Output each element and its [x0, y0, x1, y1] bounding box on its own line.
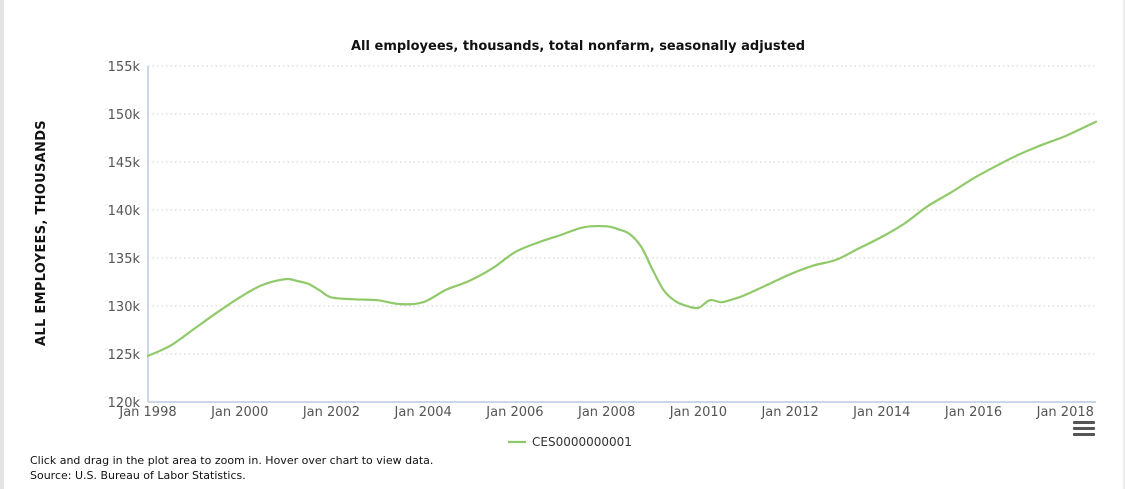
frame-border-left — [0, 0, 4, 489]
x-tick-label: Jan 2008 — [577, 405, 635, 420]
y-tick-label: 140k — [108, 204, 141, 219]
chart-title: All employees, thousands, total nonfarm,… — [351, 39, 805, 54]
frame-border-right — [1123, 0, 1125, 489]
x-tick-label: Jan 2002 — [302, 405, 360, 420]
source-note: Source: U.S. Bureau of Labor Statistics. — [30, 469, 246, 482]
menu-bar — [1073, 427, 1095, 430]
menu-bar — [1073, 433, 1095, 436]
y-tick-label: 150k — [108, 108, 141, 123]
y-axis-ticks: 120k 125k 130k 135k 140k 145k 150k 155k — [108, 60, 141, 411]
y-tick-label: 120k — [108, 396, 141, 411]
series-layer[interactable] — [146, 120, 1098, 357]
y-tick-label: 135k — [108, 252, 141, 267]
x-tick-label: Jan 2004 — [394, 405, 452, 420]
y-tick-label: 130k — [108, 300, 141, 315]
y-tick-label: 155k — [108, 60, 141, 75]
x-tick-label: Jan 2006 — [485, 405, 543, 420]
chart-menu-icon[interactable] — [1073, 421, 1095, 437]
x-tick-label: Jan 1998 — [118, 405, 176, 420]
x-tick-label: Jan 2012 — [760, 405, 818, 420]
menu-bar — [1073, 421, 1095, 424]
x-tick-label: Jan 2018 — [1036, 405, 1094, 420]
y-tick-label: 125k — [108, 348, 141, 363]
series-line[interactable] — [146, 120, 1098, 357]
y-tick-label: 145k — [108, 156, 141, 171]
grid-lines — [148, 65, 1096, 355]
x-tick-label: Jan 2000 — [210, 405, 268, 420]
y-axis-title: ALL EMPLOYEES, THOUSANDS — [34, 120, 49, 346]
x-axis-ticks: Jan 1998 Jan 2000 Jan 2002 Jan 2004 Jan 2006… — [118, 405, 1094, 420]
x-tick-label: Jan 2010 — [669, 405, 727, 420]
x-tick-label: Jan 2014 — [852, 405, 910, 420]
x-tick-label: Jan 2016 — [944, 405, 1002, 420]
legend-label[interactable]: CES0000000001 — [532, 435, 632, 449]
zoom-hint: Click and drag in the plot area to zoom … — [30, 454, 434, 467]
legend[interactable]: CES0000000001 — [508, 435, 632, 449]
